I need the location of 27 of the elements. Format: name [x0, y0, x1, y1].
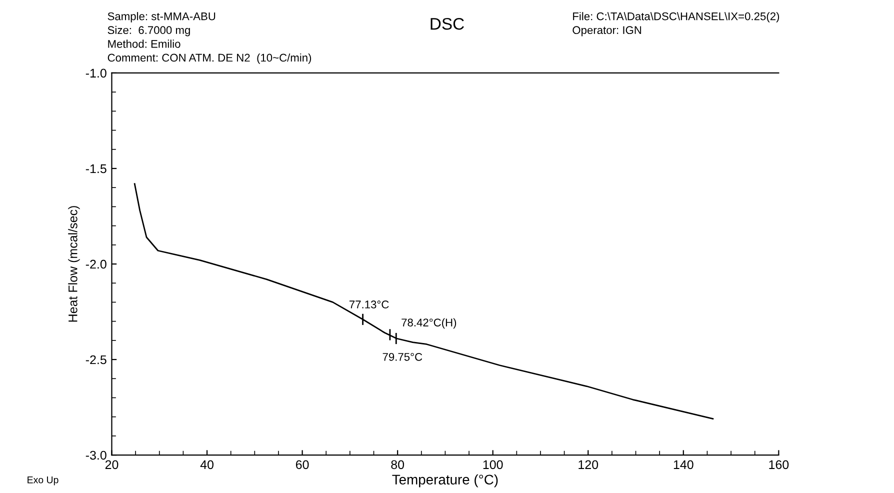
text: Exo Up [28, 476, 58, 486]
text: Comment: CON ATM. DE N2 (10~C/min) [108, 53, 312, 64]
y-tick-label: -2.5 [86, 355, 106, 364]
x-tick-label: 120 [578, 460, 598, 470]
text: Sample: st-MMA-ABU [108, 12, 216, 22]
line-series [134, 183, 714, 420]
x-tick-label: 60 [296, 460, 309, 470]
text: Method: Emilio [108, 40, 180, 48]
y-tick-label: -3.0 [86, 450, 106, 460]
y-axis-title: Heat Flow (mcal/sec) [68, 206, 80, 322]
annotation: 78.42°C(H) [402, 318, 456, 329]
text: Size: 6.7000 mg [108, 26, 190, 36]
chart-title: DSC [430, 18, 464, 30]
x-tick-label: 20 [105, 460, 118, 470]
annotation: 77.13°C [349, 300, 389, 308]
x-tick-label: 40 [200, 460, 214, 470]
y-tick-label: -1.5 [86, 164, 106, 174]
x-tick-label: 80 [391, 460, 404, 470]
x-tick-label: 140 [674, 460, 694, 470]
x-axis-title: Temperature (°C) [392, 474, 498, 488]
text: File: C:\TA\Data\DSC\HANSEL\IX=0.25(2) [573, 12, 780, 22]
annotation: 79.75°C [382, 352, 422, 361]
y-tick-label: -2.0 [86, 260, 106, 269]
text: Operator: IGN [572, 26, 642, 36]
x-tick-label: 100 [483, 460, 503, 470]
y-tick-label: -1.0 [86, 68, 106, 78]
x-tick-label: 160 [769, 460, 789, 470]
